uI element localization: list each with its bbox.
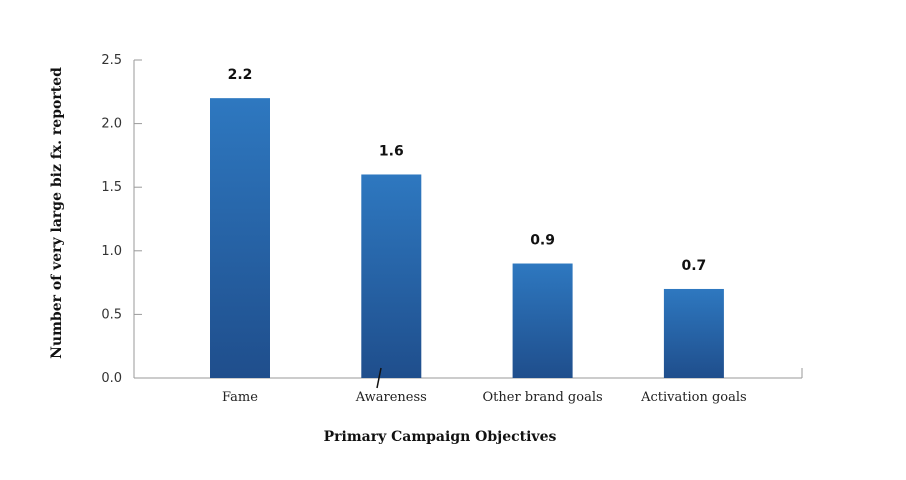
y-tick-label: 1.5	[101, 180, 122, 195]
category-label: Awareness	[355, 390, 427, 405]
bar	[663, 288, 724, 378]
bar	[210, 98, 270, 378]
x-axis-title: Primary Campaign Objectives	[324, 429, 557, 445]
category-label: Activation goals	[640, 390, 747, 405]
data-labels: 2.2 1.6 0.9 0.7	[228, 67, 707, 274]
bar	[361, 174, 422, 378]
category-label: Fame	[222, 390, 258, 405]
y-tick-label: 0.0	[101, 371, 122, 386]
y-axis-title: Number of very large biz fx. reported	[49, 67, 65, 359]
y-tick-label: 2.5	[101, 53, 122, 68]
y-tick-label: 2.0	[101, 117, 122, 132]
bar	[512, 263, 573, 378]
data-label: 0.9	[530, 233, 555, 249]
y-tick-label: 1.0	[101, 244, 122, 259]
category-label: Other brand goals	[483, 390, 603, 405]
y-tick-label: 0.5	[101, 307, 122, 322]
category-labels: Fame Awareness Other brand goals Activation…	[222, 390, 747, 405]
y-axis-ticks: 0.0 0.5 1.0 1.5 2.0 2.5	[101, 53, 142, 386]
annotation-stroke	[376, 367, 382, 389]
bars	[210, 98, 724, 378]
data-label: 1.6	[379, 143, 404, 159]
data-label: 0.7	[681, 258, 706, 274]
data-label: 2.2	[228, 67, 253, 83]
